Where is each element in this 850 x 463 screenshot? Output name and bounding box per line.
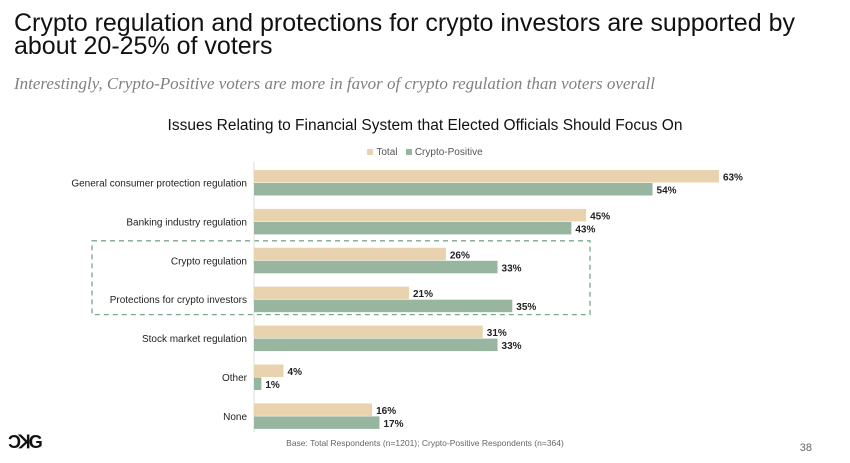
bar-total [254,286,409,300]
legend-swatch-crypto-positive [405,149,412,155]
bar-crypto-positive [254,260,498,274]
slide-title: Crypto regulation and protections for cr… [14,9,795,60]
data-label: 16% [376,406,396,417]
slide-subtitle: Interestingly, Crypto-Positive voters ar… [14,74,656,93]
category-label: Stock market regulation [142,334,247,345]
category-label: General consumer protection regulation [71,179,247,190]
bar-total [254,170,719,183]
data-label: 17% [383,419,403,430]
data-label: 4% [288,367,303,378]
bar-total [254,403,373,416]
bar-crypto-positive [254,221,572,235]
data-label: 63% [723,173,743,184]
bar-crypto-positive [254,416,380,429]
page-number: 38 [799,442,812,454]
legend: Total Crypto-Positive [0,147,850,158]
data-label: 33% [502,263,522,274]
data-label: 33% [502,341,522,352]
data-label: 31% [487,328,507,339]
data-label: 26% [450,250,470,261]
legend-swatch-total [367,149,374,155]
data-label: 21% [413,289,433,300]
bar-total [254,208,587,222]
data-label: 35% [516,302,536,313]
bar-crypto-positive [254,299,513,313]
data-label: 45% [590,211,610,222]
category-label: None [223,412,247,423]
data-label: 54% [657,186,677,197]
legend-label-crypto-positive: Crypto-Positive [414,147,483,158]
bar-crypto-positive [254,183,653,196]
legend-label-total: Total [376,147,398,158]
bar-total [254,247,446,261]
category-label: Other [222,373,248,384]
data-label: 1% [265,380,280,391]
bar-total [254,325,483,339]
category-label: Banking industry regulation [126,217,247,228]
bar-crypto-positive [254,338,498,352]
data-label: 43% [575,224,595,235]
bar-crypto-positive [254,377,262,390]
footnote: Base: Total Respondents (n=1201); Crypto… [286,438,564,448]
bar-total [254,364,284,377]
category-label: Protections for crypto investors [110,295,247,306]
dcg-logo: ƆꓘG [8,432,43,452]
category-label: Crypto regulation [171,256,247,267]
highlight-box [91,240,591,316]
chart-title: Issues Relating to Financial System that… [167,117,683,134]
